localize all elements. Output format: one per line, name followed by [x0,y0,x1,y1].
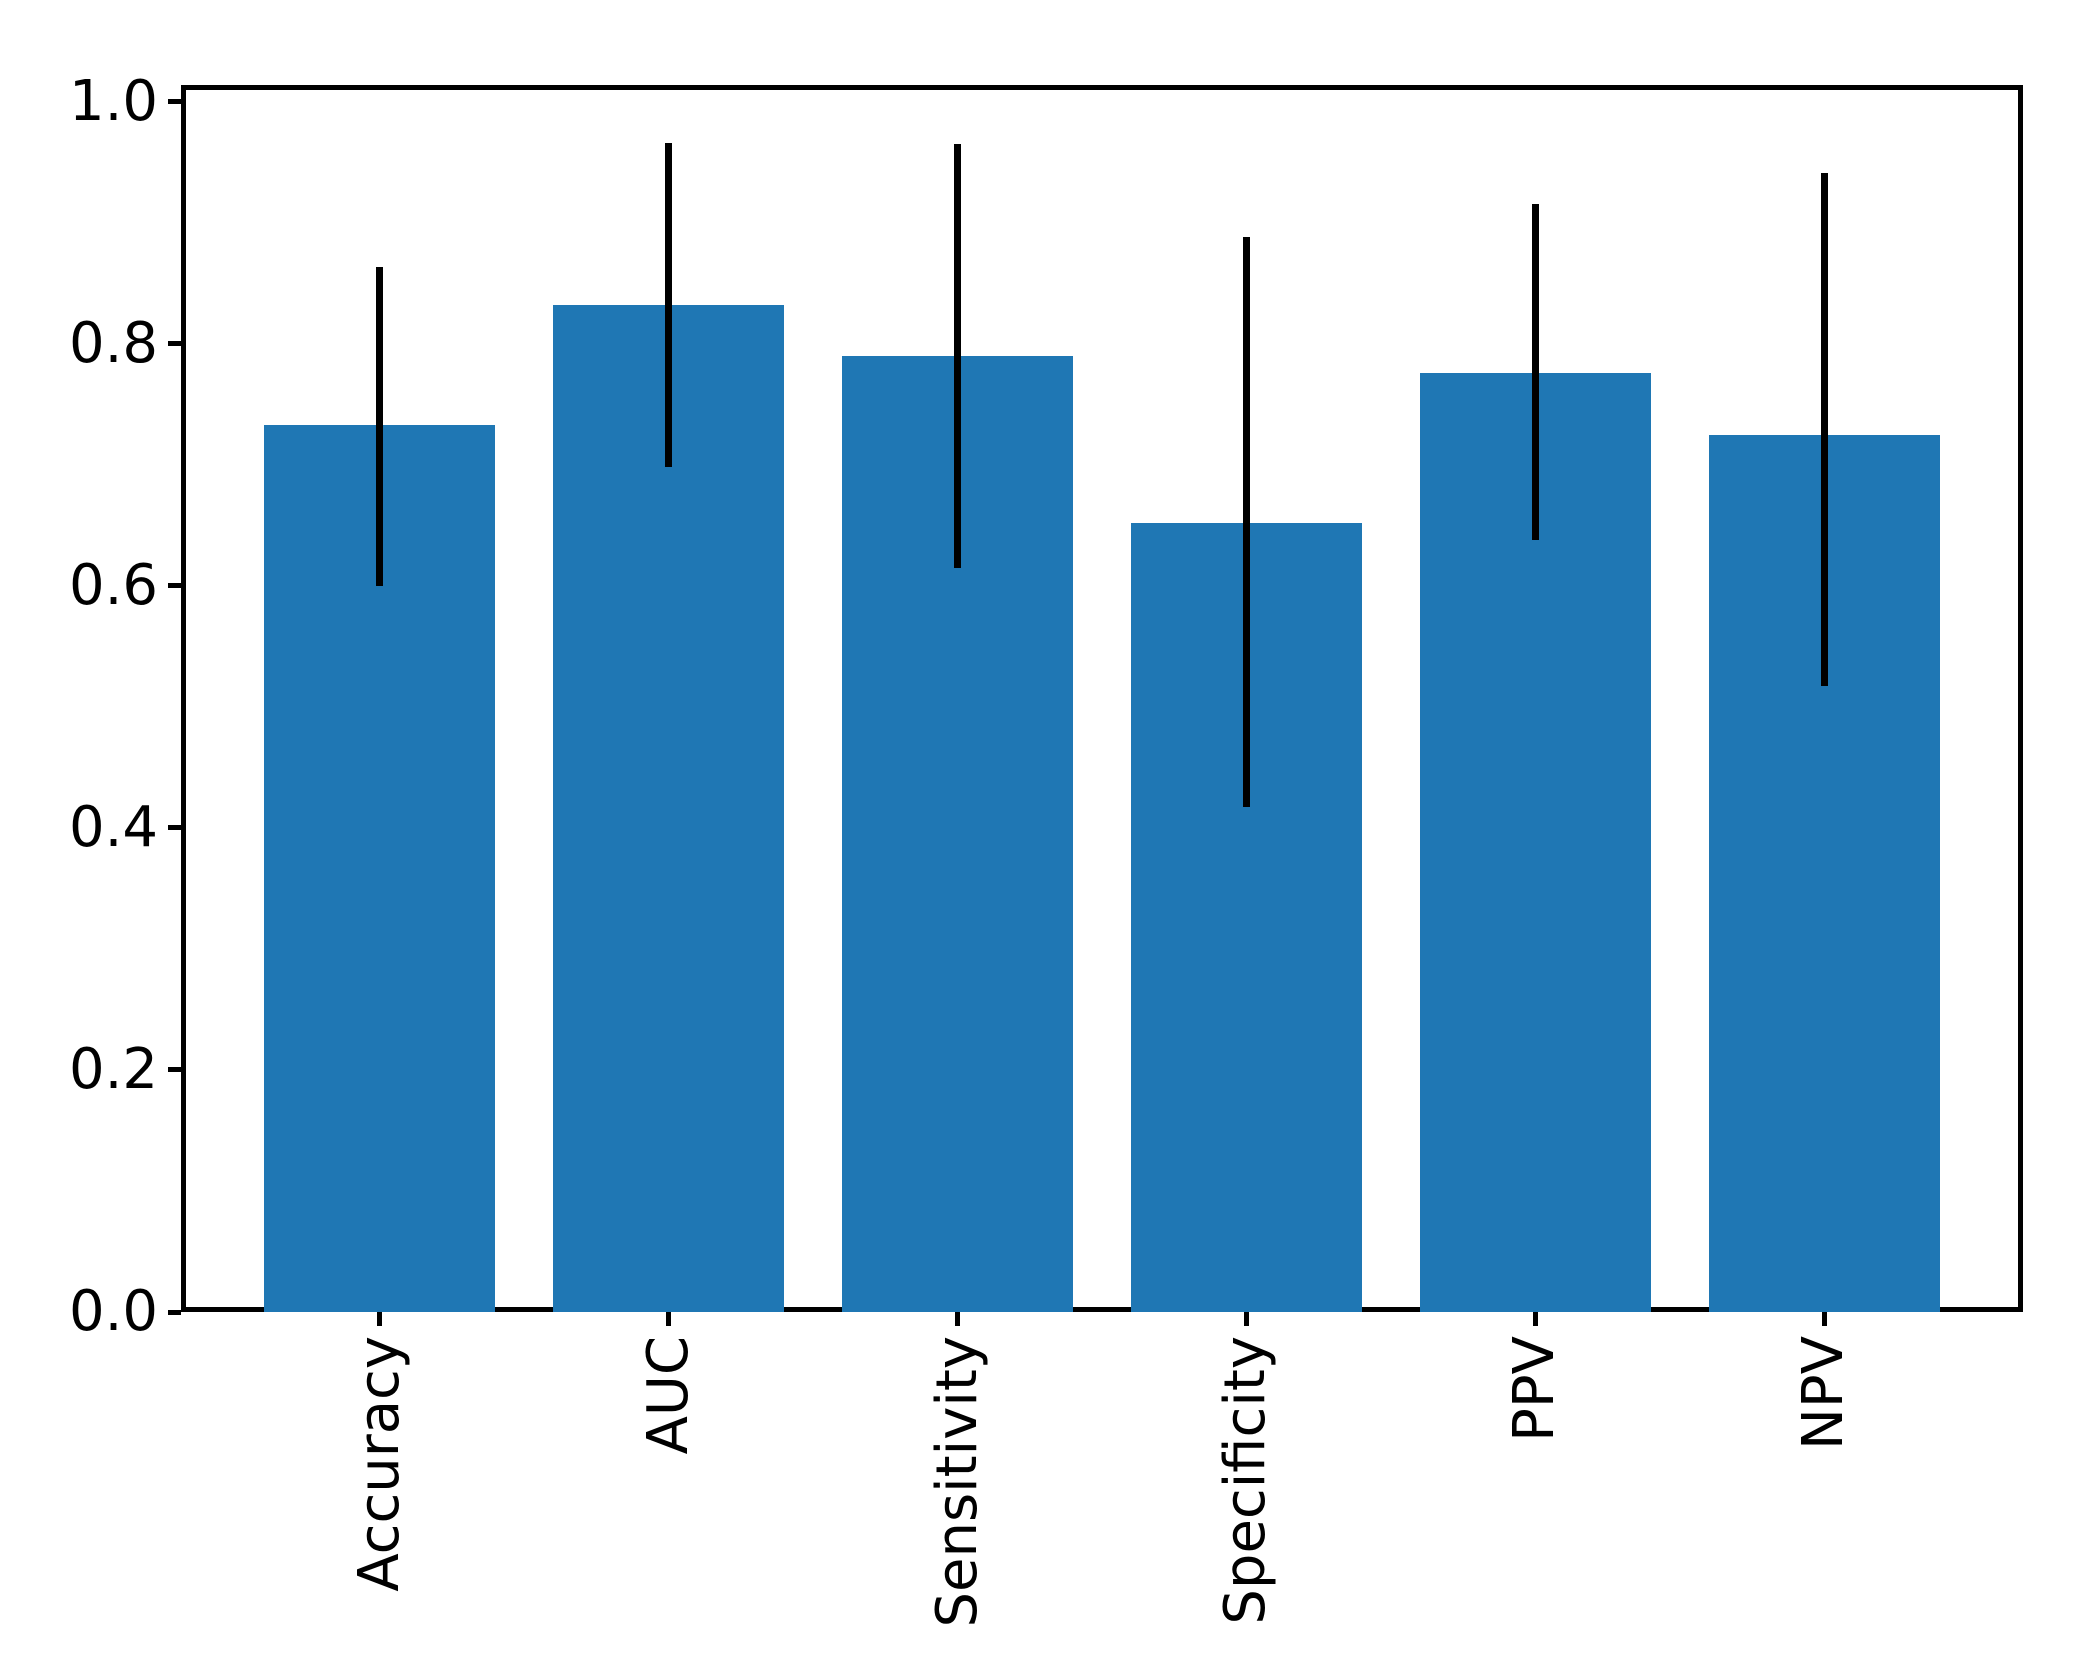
bar-auc [553,305,785,1312]
y-tick-mark [168,1309,181,1315]
x-tick-mark [666,1312,672,1326]
y-tick-label-0.6: 0.6 [68,552,158,618]
x-tick-label-sensitivity: Sensitivity [924,1336,990,1628]
error-bar-npv [1820,173,1828,687]
error-bar-auc [665,143,673,468]
y-tick-mark [168,341,181,347]
top-spine [181,85,2023,90]
x-tick-mark [955,1312,961,1326]
y-tick-label-1.0: 1.0 [68,68,158,134]
error-bar-accuracy [376,266,384,586]
y-tick-mark [168,1067,181,1073]
y-tick-label-0.8: 0.8 [68,310,158,376]
x-tick-label-npv: NPV [1791,1336,1857,1450]
y-tick-label-0.4: 0.4 [68,794,158,860]
bottom-spine [181,1307,2023,1312]
x-tick-label-specificity: Specificity [1213,1336,1279,1625]
x-tick-label-auc: AUC [635,1336,701,1455]
x-tick-mark [1532,1312,1538,1326]
y-tick-mark [168,825,181,831]
x-tick-label-accuracy: Accuracy [346,1336,412,1592]
right-spine [2018,85,2023,1312]
error-bar-sensitivity [954,144,962,568]
x-tick-mark [1243,1312,1249,1326]
x-tick-mark [1821,1312,1827,1326]
x-tick-label-ppv: PPV [1502,1336,1568,1442]
x-tick-mark [377,1312,383,1326]
y-tick-mark [168,99,181,105]
y-tick-label-0.0: 0.0 [68,1279,158,1344]
plot-area [181,85,2023,1312]
left-spine [181,85,186,1312]
error-bar-ppv [1531,203,1539,540]
y-tick-mark [168,583,181,589]
error-bar-specificity [1242,237,1250,808]
y-tick-label-0.2: 0.2 [68,1036,158,1102]
